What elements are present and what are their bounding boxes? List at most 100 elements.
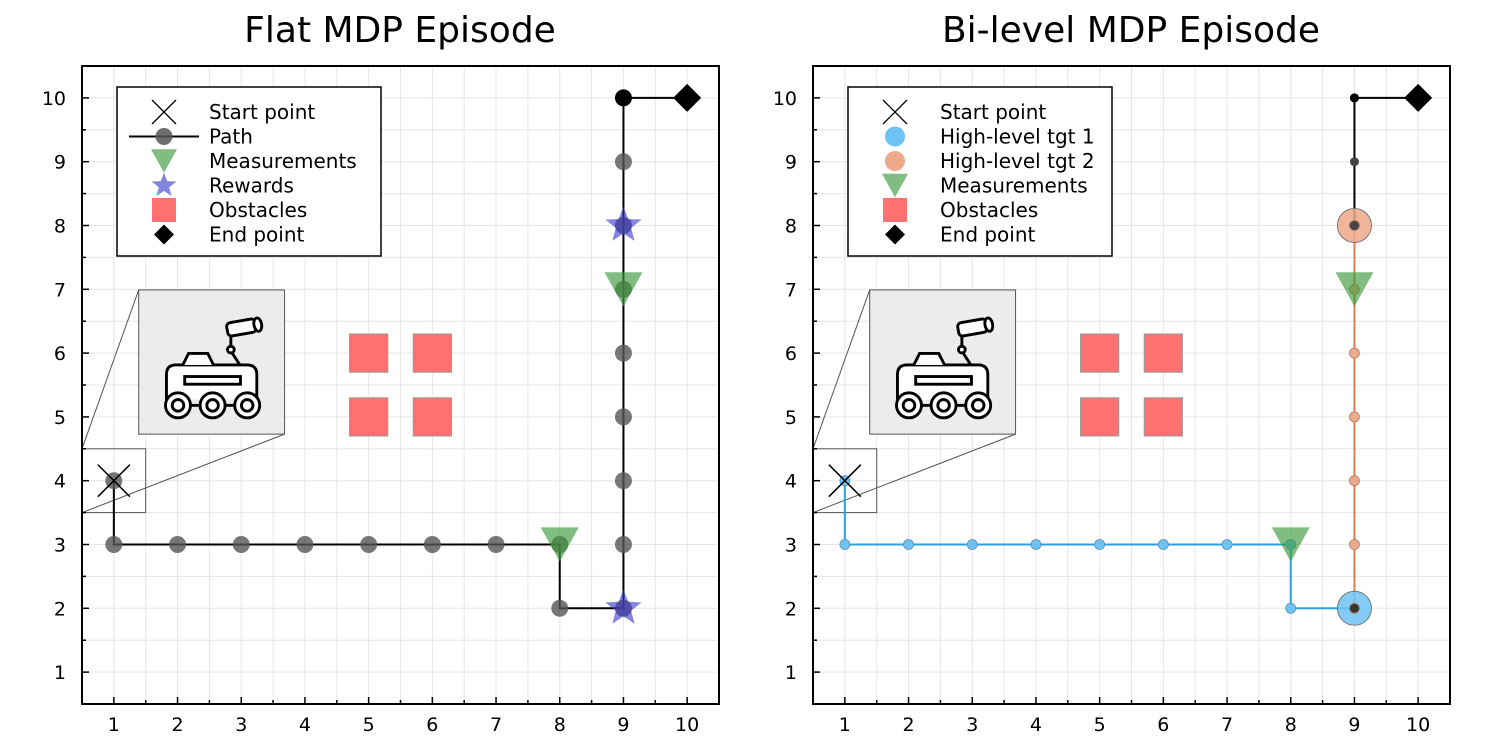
y-tick-label: 2: [785, 598, 797, 620]
y-tick-label: 1: [785, 662, 797, 684]
path-line: [112, 96, 688, 610]
y-tick-label: 10: [42, 88, 66, 110]
legend-obstacle-icon: [152, 198, 176, 222]
x-tick-label: 2: [903, 714, 915, 736]
measurement-marker: [604, 272, 643, 307]
legend-end-icon: [154, 224, 174, 245]
tgt2-marker: [1349, 347, 1360, 359]
legend-path-icon: [155, 128, 173, 145]
chart-title: Bi-level MDP Episode: [942, 10, 1320, 51]
x-tick-label: 4: [299, 714, 311, 736]
x-tick-label: 3: [235, 714, 247, 736]
path-marker: [614, 408, 632, 426]
legend-tgt2-icon: [885, 151, 905, 171]
y-tick-label: 2: [54, 598, 66, 620]
path-marker: [360, 536, 378, 553]
y-tick-label: 1: [54, 662, 66, 684]
reward-marker: [605, 206, 642, 241]
x-tick-label: 3: [966, 714, 978, 736]
legend-label: End point: [209, 223, 305, 247]
start-marker: [97, 464, 131, 498]
path-marker: [232, 536, 250, 553]
flat-mdp-panel: Flat MDP Episode 1 2 3 4 5 6 7 8 9 1012345678910 …: [42, 10, 720, 736]
bilevel-mdp-panel: Bi-level MDP Episode 1 2 3 4 5 6 7 8 9 10 1 2 3 4 5 6 7 8…: [773, 10, 1451, 736]
axis-ticks: 1 2 3 4 5 6 7 8 9 10 1 2 3 4 5 6 7 8 9 10: [42, 65, 720, 736]
legend-label: Obstacles: [940, 198, 1038, 222]
y-tick-label: 9: [54, 152, 66, 174]
tgt1-marker: [1030, 539, 1042, 550]
path-marker: [614, 344, 632, 362]
legend-obstacle-icon: [883, 198, 907, 222]
x-tick-label: 1: [108, 714, 120, 736]
tgt1-marker: [966, 539, 978, 550]
y-tick-label: 5: [785, 407, 797, 429]
paths: [112, 96, 688, 610]
x-tick-label: 9: [617, 714, 629, 736]
measurement-marker: [540, 527, 579, 562]
obstacle-square: [349, 333, 389, 373]
final-path-marker: [1349, 93, 1359, 103]
tgt2-marker: [1349, 411, 1360, 423]
axis-ticks: 1 2 3 4 5 6 7 8 9 10 1 2 3 4 5 6 7 8 9 10: [773, 65, 1451, 736]
obstacle-square: [1143, 333, 1183, 373]
obstacle-square: [1143, 397, 1183, 437]
tgt2-marker: [1349, 475, 1360, 487]
path-marker: [551, 599, 569, 617]
x-tick-label: 10: [1406, 714, 1430, 736]
tgt2-marker: [1349, 539, 1360, 550]
y-tick-label: 7: [785, 279, 797, 301]
reward-marker: [605, 589, 642, 624]
target-center-marker: [1349, 603, 1359, 613]
x-tick-label: 2: [172, 714, 184, 736]
y-tick-label: 7: [54, 279, 66, 301]
x-tick-label: 1: [839, 714, 851, 736]
x-tick-label: 4: [1030, 714, 1042, 736]
y-tick-label: 4: [54, 471, 66, 493]
y-tick-label: 10: [773, 88, 797, 110]
legend-measurement-icon: [882, 173, 908, 198]
x-tick-label: 10: [675, 714, 699, 736]
tgt1-marker: [1285, 602, 1297, 614]
measurement-marker: [1335, 272, 1374, 307]
legend-tgt1-icon: [885, 126, 905, 147]
x-tick-label: 5: [1094, 714, 1106, 736]
legend: Start pointPathMeasurementsRewardsObstac…: [116, 86, 382, 257]
obstacles: [349, 333, 452, 437]
legend-reward-icon: [151, 172, 177, 196]
path-line: [1353, 96, 1419, 226]
x-tick-label: 7: [490, 714, 502, 736]
final-path-marker: [1349, 157, 1359, 167]
legend-label: Measurements: [940, 174, 1088, 198]
legend-label: Start point: [940, 100, 1046, 124]
end-marker: [1404, 83, 1433, 112]
end-marker: [673, 83, 702, 112]
final-path-marker: [1349, 221, 1359, 230]
y-tick-label: 3: [785, 535, 797, 557]
y-tick-label: 8: [785, 216, 797, 238]
y-tick-label: 6: [54, 343, 66, 365]
obstacle-square: [349, 397, 389, 437]
path-marker: [105, 536, 123, 553]
path-marker: [423, 536, 441, 553]
legend-label: High-level tgt 1: [940, 125, 1095, 149]
legend-label: Path: [209, 125, 253, 149]
obstacle-square: [1080, 397, 1120, 437]
tgt1-marker: [1157, 539, 1169, 550]
x-tick-label: 6: [1157, 714, 1169, 736]
markers: [97, 83, 702, 624]
inset-connector: [81, 289, 140, 449]
tgt1-marker: [1221, 539, 1233, 550]
path-marker: [169, 536, 187, 553]
legend-measurement-icon: [151, 149, 177, 173]
markers: [828, 83, 1433, 626]
path-marker: [614, 89, 632, 107]
legend-label: Rewards: [209, 174, 294, 198]
x-tick-label: 7: [1221, 714, 1233, 736]
obstacle-square: [1080, 333, 1120, 373]
tgt1-marker: [903, 539, 914, 550]
measurement-marker: [1271, 527, 1310, 562]
x-tick-label: 9: [1348, 714, 1360, 736]
path-marker: [614, 472, 632, 490]
